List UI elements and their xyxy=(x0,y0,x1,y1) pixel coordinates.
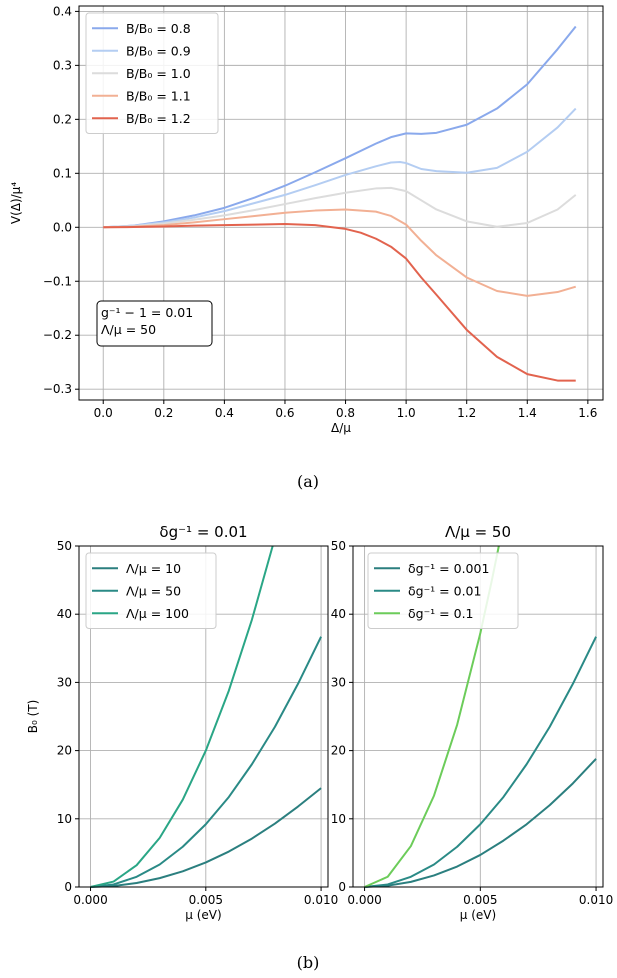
y-tick-label: 10 xyxy=(57,812,72,826)
legend-label-2: δg⁻¹ = 0.1 xyxy=(408,606,474,621)
y-tick-label: 0.0 xyxy=(53,220,72,234)
caption-a: (a) xyxy=(297,472,319,491)
x-tick-label: 1.4 xyxy=(518,406,537,420)
y-tick-label: 50 xyxy=(57,539,72,553)
x-axis-label: μ (eV) xyxy=(460,908,496,922)
x-tick-label: 0.005 xyxy=(189,893,223,907)
plot-frame xyxy=(78,545,329,888)
y-tick-label: −0.2 xyxy=(43,328,72,342)
x-tick-label: 1.6 xyxy=(578,406,597,420)
series-line-2 xyxy=(103,186,577,229)
legend-label-1: δg⁻¹ = 0.01 xyxy=(408,583,481,598)
x-axis-label: μ (eV) xyxy=(185,908,221,922)
y-tick-label: 20 xyxy=(331,744,346,758)
series-line-2 xyxy=(90,545,274,888)
y-tick-label: 0.3 xyxy=(53,58,72,72)
legend-label-4: B/B₀ = 1.2 xyxy=(126,111,191,126)
series-line-0 xyxy=(90,787,322,888)
y-tick-label: 20 xyxy=(57,744,72,758)
x-tick-label: 0.4 xyxy=(215,406,234,420)
chart-b-right: 0.000 0.005 0.010 0 10 20 30 40 50 μ (eV) Λ/μ = 50… xyxy=(331,523,614,922)
x-tick-label: 0.005 xyxy=(463,893,497,907)
x-tick-label: 0.010 xyxy=(579,893,613,907)
x-tick-label: 0.6 xyxy=(275,406,294,420)
y-tick-label: 50 xyxy=(331,539,346,553)
chart-title: Λ/μ = 50 xyxy=(445,523,511,541)
legend-box xyxy=(85,12,219,134)
x-tick-label: 1.0 xyxy=(397,406,416,420)
annotation-box: g⁻¹ − 1 = 0.01 Λ/μ = 50 xyxy=(96,300,213,347)
y-tick-label: 40 xyxy=(57,607,72,621)
y-tick-label: 0 xyxy=(64,880,72,894)
legend-label-2: B/B₀ = 1.0 xyxy=(126,66,191,81)
y-tick-label: 40 xyxy=(331,607,346,621)
caption-b: (b) xyxy=(297,953,320,972)
legend-box xyxy=(85,552,217,629)
legend: Λ/μ = 10 Λ/μ = 50 Λ/μ = 100 xyxy=(85,552,217,629)
series-line-0 xyxy=(103,25,577,229)
y-tick-label: 0 xyxy=(338,880,346,894)
chart-title: δg⁻¹ = 0.01 xyxy=(159,523,247,541)
y-tick-label: −0.3 xyxy=(43,382,72,396)
chart-a: 0.0 0.2 0.4 0.6 0.8 1.0 1.2 1.4 1.6 −0.3 −0.2 −0.1 0… xyxy=(9,4,604,435)
annotation-line-1: Λ/μ = 50 xyxy=(101,322,156,337)
y-tick-label: 30 xyxy=(331,675,346,689)
x-tick-label: 0.000 xyxy=(347,893,381,907)
legend: B/B₀ = 0.8 B/B₀ = 0.9 B/B₀ = 1.0 B/B₀ = 1.1… xyxy=(85,12,219,134)
series-line-1 xyxy=(364,636,597,888)
series-line-1 xyxy=(103,107,577,229)
x-tick-label: 1.2 xyxy=(457,406,476,420)
plot-frame xyxy=(352,545,604,888)
x-tick-label: 0.8 xyxy=(336,406,355,420)
y-tick-label: 10 xyxy=(331,812,346,826)
y-tick-label: 0.2 xyxy=(53,112,72,126)
x-tick-label: 0.010 xyxy=(304,893,338,907)
legend-box xyxy=(367,552,519,629)
legend-label-3: B/B₀ = 1.1 xyxy=(126,88,191,103)
series-line-0 xyxy=(364,758,597,888)
legend-label-2: Λ/μ = 100 xyxy=(126,606,189,621)
y-tick-label: 0.4 xyxy=(53,4,72,18)
series-line-4 xyxy=(103,223,576,382)
chart-b-left: 0.000 0.005 0.010 0 10 20 30 40 50 μ (eV) B₀ (T) δg… xyxy=(26,523,338,922)
legend-label-0: Λ/μ = 10 xyxy=(126,561,181,576)
annotation-line-0: g⁻¹ − 1 = 0.01 xyxy=(101,305,193,320)
legend: δg⁻¹ = 0.001 δg⁻¹ = 0.01 δg⁻¹ = 0.1 xyxy=(367,552,519,629)
legend-label-1: B/B₀ = 0.9 xyxy=(126,43,191,58)
y-tick-label: 0.1 xyxy=(53,166,72,180)
legend-label-0: δg⁻¹ = 0.001 xyxy=(408,561,489,576)
x-tick-label: 0.2 xyxy=(154,406,173,420)
legend-label-0: B/B₀ = 0.8 xyxy=(126,21,191,36)
plot-frame xyxy=(78,5,604,401)
y-axis-label: V(Δ)/μ⁴ xyxy=(9,182,23,224)
y-tick-label: 30 xyxy=(57,675,72,689)
series-line-1 xyxy=(90,636,322,888)
legend-label-1: Λ/μ = 50 xyxy=(126,583,181,598)
y-axis-label: B₀ (T) xyxy=(26,700,40,734)
x-axis-label: Δ/μ xyxy=(331,421,351,435)
y-tick-label: −0.1 xyxy=(43,274,72,288)
annotation-frame xyxy=(96,300,213,347)
series-line-3 xyxy=(103,208,577,297)
x-tick-label: 0.0 xyxy=(94,406,113,420)
x-tick-label: 0.000 xyxy=(73,893,107,907)
